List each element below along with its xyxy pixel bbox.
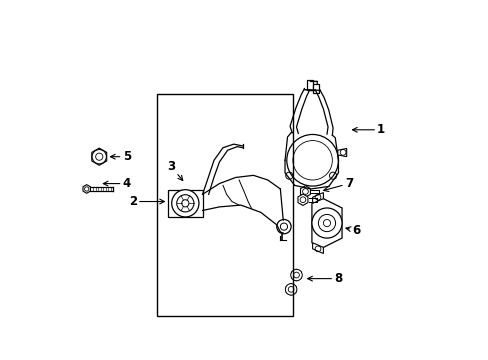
Bar	[156, 94, 292, 316]
Circle shape	[171, 190, 199, 217]
Polygon shape	[337, 148, 346, 157]
Text: 1: 1	[352, 123, 385, 136]
Text: 4: 4	[103, 177, 131, 190]
Circle shape	[293, 272, 299, 278]
Circle shape	[84, 187, 89, 191]
Circle shape	[285, 284, 296, 295]
Circle shape	[290, 269, 302, 281]
Circle shape	[302, 189, 308, 194]
Text: 2: 2	[128, 195, 164, 208]
Circle shape	[318, 215, 335, 231]
Polygon shape	[306, 80, 312, 90]
Text: 7: 7	[323, 177, 352, 192]
Circle shape	[92, 149, 106, 164]
Polygon shape	[311, 198, 341, 248]
Circle shape	[323, 220, 330, 226]
Polygon shape	[300, 186, 310, 197]
Polygon shape	[168, 190, 202, 217]
Polygon shape	[285, 284, 295, 295]
Circle shape	[96, 153, 102, 160]
Circle shape	[276, 220, 290, 234]
Circle shape	[300, 197, 305, 203]
Text: 3: 3	[166, 160, 183, 180]
Circle shape	[280, 223, 287, 230]
Polygon shape	[313, 84, 318, 93]
Polygon shape	[312, 193, 323, 203]
Circle shape	[176, 195, 194, 212]
Circle shape	[182, 200, 188, 207]
Circle shape	[311, 208, 341, 238]
Polygon shape	[92, 148, 106, 165]
Polygon shape	[291, 269, 301, 281]
Polygon shape	[312, 243, 323, 253]
Polygon shape	[83, 185, 90, 193]
Text: 5: 5	[110, 150, 131, 163]
Polygon shape	[297, 194, 307, 206]
Circle shape	[287, 287, 293, 292]
Text: 8: 8	[307, 272, 342, 285]
Text: 6: 6	[346, 224, 360, 237]
